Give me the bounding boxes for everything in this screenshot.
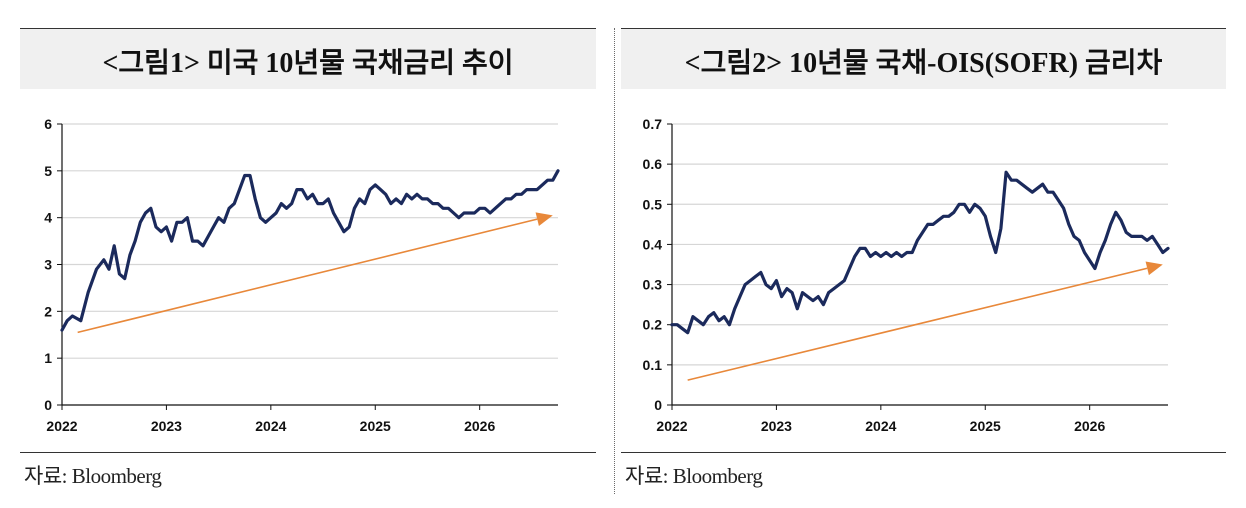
x-tick-label: 2024: [255, 418, 286, 434]
chart-source: 자료: Bloomberg: [625, 464, 763, 488]
chart-source: 자료: Bloomberg: [24, 464, 162, 488]
y-tick-label: 0.7: [643, 116, 663, 132]
chart-panel-2: <그림2> 10년물 국채-OIS(SOFR) 금리차 0 0.1 0.2 0.3 0.…: [615, 0, 1246, 508]
series-line: [670, 170, 1170, 335]
chart-1-plot: 0 1 2 3 4 5 6 2022 2023 2024 2025 2026: [44, 116, 560, 434]
y-tick-label: 0.2: [643, 317, 663, 333]
source-rule: [20, 452, 596, 453]
y-tick-label: 0.4: [643, 236, 663, 252]
y-tick-label: 0: [654, 397, 662, 413]
chart-panel-1: <그림1> 미국 10년물 국채금리 추이 0 1 2 3 4 5 6 2022 2023 202…: [0, 0, 614, 508]
x-tick-label: 2026: [464, 418, 495, 434]
x-tick-label: 2022: [656, 418, 687, 434]
chart-title-bar: <그림1> 미국 10년물 국채금리 추이: [20, 28, 596, 89]
y-tick-label: 2: [44, 303, 52, 319]
x-tick-label: 2024: [865, 418, 896, 434]
y-tick-label: 0.3: [643, 277, 663, 293]
trend-arrow-line: [687, 267, 1148, 381]
chart-title-bar: <그림2> 10년물 국채-OIS(SOFR) 금리차: [621, 28, 1226, 89]
chart-title: <그림2> 10년물 국채-OIS(SOFR) 금리차: [684, 48, 1163, 79]
y-tick-label: 4: [44, 210, 52, 226]
y-tick-label: 0: [44, 397, 52, 413]
panel-divider: [614, 28, 615, 494]
x-tick-label: 2023: [761, 418, 792, 434]
trend-arrow-head: [535, 212, 553, 226]
x-tick-label: 2023: [151, 418, 182, 434]
chart-title: <그림1> 미국 10년물 국채금리 추이: [102, 48, 514, 79]
chart-2-plot: 0 0.1 0.2 0.3 0.4 0.5 0.6 0.7 2022 2023 2024 2025 20…: [643, 116, 1170, 434]
y-tick-label: 0.5: [643, 196, 663, 212]
y-tick-label: 5: [44, 163, 52, 179]
x-tick-label: 2026: [1074, 418, 1105, 434]
y-tick-label: 3: [44, 257, 52, 273]
trend-arrow-head: [1145, 261, 1163, 276]
y-tick-label: 6: [44, 116, 52, 132]
x-tick-label: 2025: [970, 418, 1001, 434]
y-tick-label: 0.1: [643, 357, 663, 373]
x-tick-label: 2025: [360, 418, 391, 434]
trend-arrow-line: [77, 218, 538, 334]
y-tick-label: 1: [44, 350, 52, 366]
series-line: [60, 169, 560, 332]
source-rule: [621, 452, 1226, 453]
y-tick-label: 0.6: [643, 156, 663, 172]
x-tick-label: 2022: [46, 418, 77, 434]
